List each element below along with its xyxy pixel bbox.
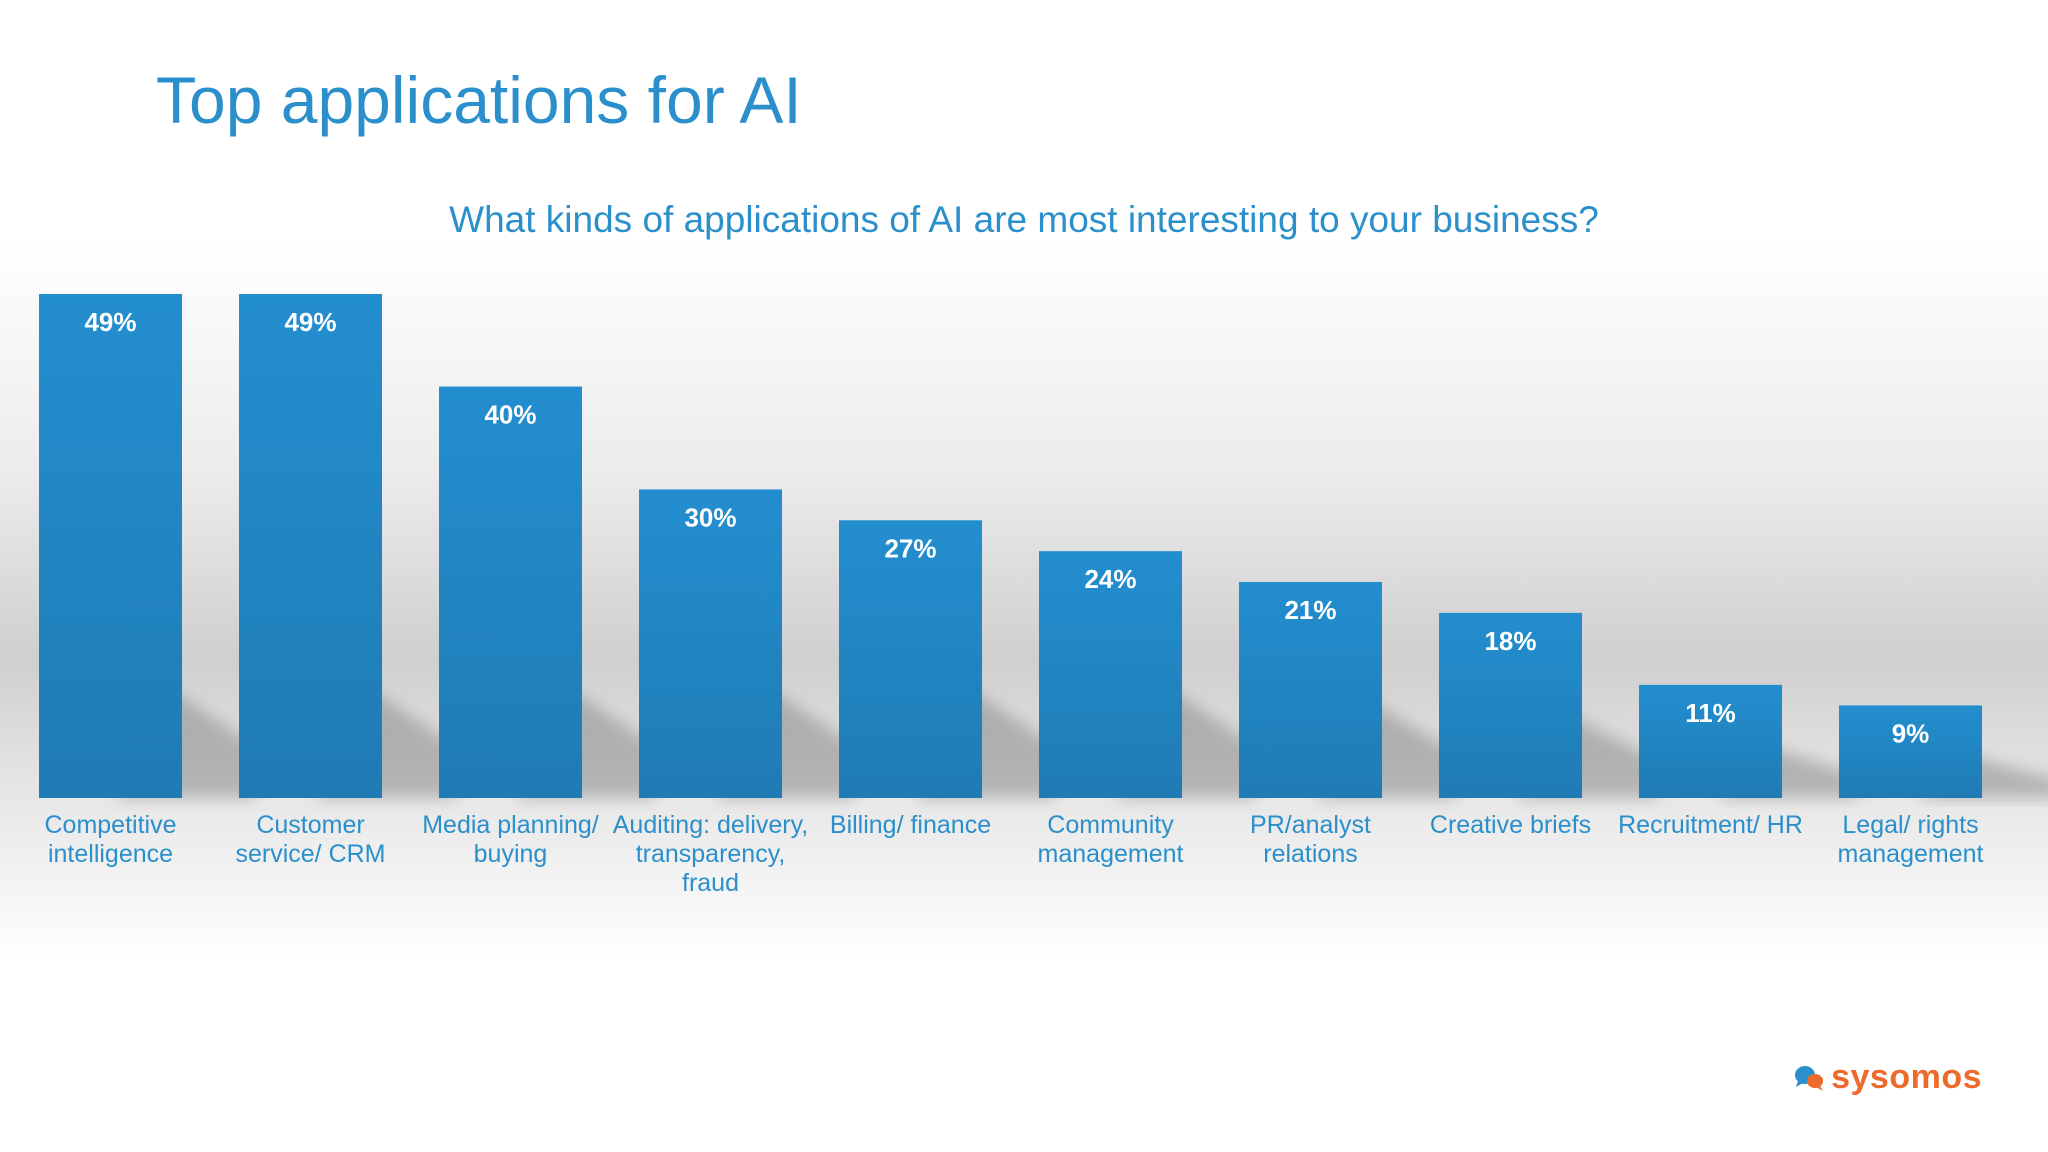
bar [1239,582,1382,798]
category-label: Community management [1037,811,1184,868]
bar-value-label: 49% [84,307,136,337]
chat-bubbles-icon [1795,1065,1824,1091]
brand-name: sysomos [1831,1058,1982,1096]
bar-value-label: 9% [1892,718,1930,748]
bar-value-label: 18% [1484,626,1536,656]
category-label: Recruitment/ HR [1618,811,1803,839]
bar [839,520,982,798]
value-labels: 49% 49% 40% 30% 27% 24% 21% 18% 11% 9% [84,307,1929,748]
category-label: Billing/ finance [829,811,992,839]
category-label: Media planning/ buying [422,811,599,868]
bar-value-label: 40% [484,400,536,430]
bar [639,489,782,798]
brand-logo: sysomos [1793,1058,1982,1097]
bar [239,294,382,798]
category-label: Creative briefs [1429,811,1592,839]
bar [1439,612,1582,798]
chart-subtitle: What kinds of applications of AI are mos… [449,199,1599,240]
bar [1839,705,1982,798]
bar [39,294,182,798]
category-label: Competitive intelligence [44,811,177,868]
category-label: Customer service/ CRM [235,811,386,868]
bar-value-label: 21% [1284,595,1336,625]
bar [439,386,582,798]
bar-value-label: 30% [684,502,736,532]
category-label: Legal/ rights management [1837,811,1984,868]
bar-value-label: 11% [1685,698,1736,728]
bar-value-label: 27% [884,533,936,563]
bars [39,294,1982,798]
bar-value-label: 49% [284,307,336,337]
page-title: Top applications for AI [156,63,802,137]
bar [1039,551,1182,798]
category-label: Auditing: delivery, transparency, fraud [612,811,809,897]
bar-value-label: 24% [1084,564,1136,594]
bar [1639,684,1782,798]
category-label: PR/analyst relations [1250,811,1371,868]
